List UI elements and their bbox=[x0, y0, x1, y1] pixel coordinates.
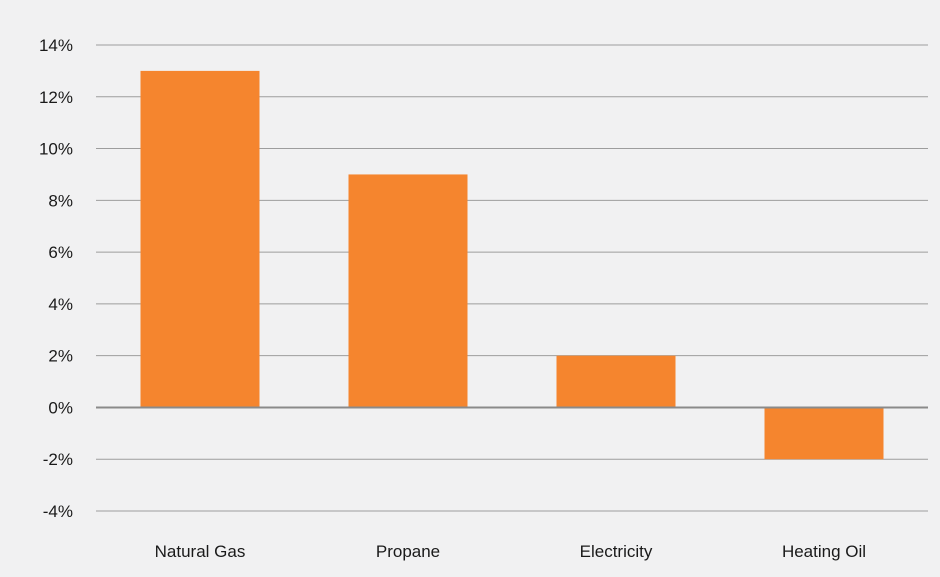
y-tick-label: 0% bbox=[48, 398, 73, 417]
y-tick-label: 2% bbox=[48, 347, 73, 366]
y-tick-label: -2% bbox=[43, 450, 73, 469]
y-tick-label: 10% bbox=[39, 140, 73, 159]
x-category-label: Propane bbox=[376, 542, 440, 561]
x-category-label: Natural Gas bbox=[155, 542, 246, 561]
bar bbox=[348, 174, 468, 408]
y-tick-label: -4% bbox=[43, 502, 73, 521]
bar bbox=[140, 70, 260, 408]
x-category-label: Electricity bbox=[580, 542, 653, 561]
bar bbox=[556, 355, 676, 408]
y-tick-label: 8% bbox=[48, 191, 73, 210]
bars bbox=[140, 70, 884, 460]
x-axis-category-labels: Natural Gas Propane Electricity Heating Oil bbox=[155, 542, 866, 561]
y-tick-label: 14% bbox=[39, 36, 73, 55]
y-tick-label: 6% bbox=[48, 243, 73, 262]
x-category-label: Heating Oil bbox=[782, 542, 866, 561]
bar bbox=[764, 407, 884, 460]
y-axis-tick-labels: 14% 12% 10% 8% 6% 4% 2% 0% -2% -4% bbox=[39, 36, 73, 521]
y-tick-label: 4% bbox=[48, 295, 73, 314]
y-tick-label: 12% bbox=[39, 88, 73, 107]
